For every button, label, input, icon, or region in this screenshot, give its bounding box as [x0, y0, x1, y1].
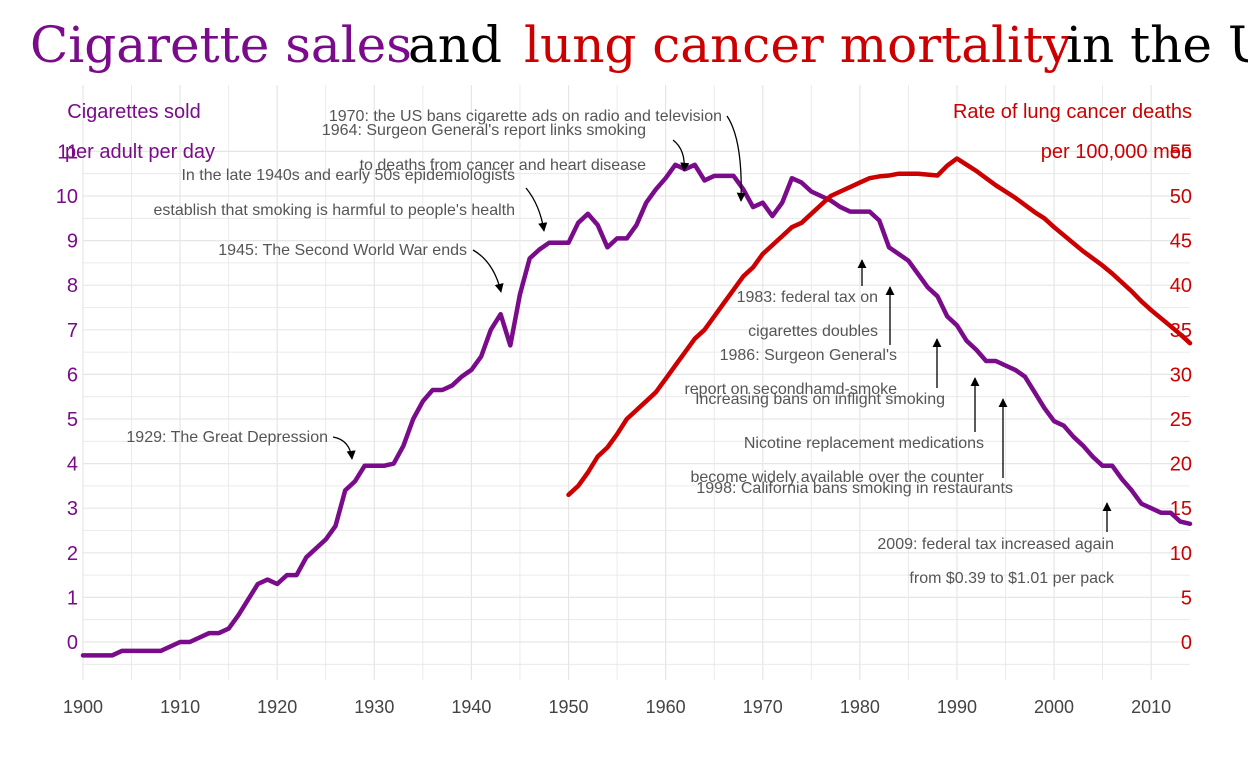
- right-tick-label: 30: [1170, 364, 1192, 386]
- right-tick-label: 55: [1170, 141, 1192, 163]
- annotation-arrow: [525, 187, 548, 232]
- annotations: 1929: The Great Depression 1945: The Seco…: [126, 108, 1115, 587]
- left-tick-label: 10: [56, 186, 78, 208]
- annotation: 2009: federal tax increased again from $0…: [877, 502, 1115, 587]
- x-axis-ticks: 1900 1910 1920 1930 1940 1950 1960 1970 1980 1990…: [63, 697, 1171, 717]
- left-axis-ticks: 0 1 2 3 4 5 6 7 8 9 10 11: [56, 141, 78, 654]
- annotation-text: 1945: The Second World War ends: [218, 242, 467, 259]
- x-tick-label: 1970: [743, 697, 783, 717]
- annotation-text: 1983: federal tax on: [737, 289, 878, 306]
- left-tick-label: 8: [67, 275, 78, 297]
- annotation-text: to deaths from cancer and heart disease: [360, 157, 646, 174]
- grid-lines: [82, 85, 1190, 680]
- annotation-text: 1964: Surgeon General's report links smo…: [322, 122, 646, 139]
- annotation-text: Increasing bans on inflight smoking: [695, 391, 945, 408]
- annotation: In the late 1940s and early 50s epidemio…: [154, 167, 548, 232]
- right-tick-label: 40: [1170, 275, 1192, 297]
- annotation: 1998: California bans smoking in restaur…: [696, 398, 1013, 497]
- left-tick-label: 0: [67, 632, 78, 654]
- x-tick-label: 1920: [257, 697, 297, 717]
- annotation: Nicotine replacement medications become w…: [691, 377, 985, 486]
- right-tick-label: 50: [1170, 186, 1192, 208]
- right-tick-label: 20: [1170, 454, 1192, 476]
- title-part-and: and: [408, 16, 502, 74]
- annotation-arrow: [332, 436, 356, 460]
- annotation-text: Nicotine replacement medications: [744, 435, 984, 452]
- x-tick-label: 1940: [451, 697, 491, 717]
- annotation-text: In the late 1940s and early 50s epidemio…: [181, 167, 515, 184]
- annotation-text: cigarettes doubles: [748, 323, 878, 340]
- annotation-arrow: [472, 249, 504, 293]
- x-tick-label: 1930: [354, 697, 394, 717]
- annotation: 1945: The Second World War ends: [218, 242, 504, 293]
- left-tick-label: 2: [67, 543, 78, 565]
- annotation-text: 1998: California bans smoking in restaur…: [696, 480, 1013, 497]
- cigarette-sales-line: [80, 162, 1193, 658]
- x-tick-label: 2010: [1131, 697, 1171, 717]
- annotation-arrow: [672, 139, 690, 172]
- annotation-text: report on secondhamd-smoke: [684, 381, 897, 398]
- annotation-text: from $0.39 to $1.01 per pack: [909, 570, 1115, 587]
- annotation-text: establish that smoking is harmful to peo…: [154, 202, 515, 219]
- annotation: 1983: federal tax on cigarettes doubles: [737, 259, 878, 340]
- right-tick-label: 0: [1181, 632, 1192, 654]
- x-tick-label: 1910: [160, 697, 200, 717]
- title-part-mortality: lung cancer mortality: [524, 16, 1072, 74]
- right-axis-title-line2: per 100,000 men: [1041, 141, 1192, 163]
- left-tick-label: 4: [67, 454, 78, 476]
- left-tick-label: 7: [67, 320, 78, 342]
- left-tick-label: 1: [67, 587, 78, 609]
- left-axis-title-line1: Cigarettes sold: [67, 101, 200, 123]
- left-tick-label: 5: [67, 409, 78, 431]
- left-tick-label: 11: [57, 141, 78, 163]
- annotation: 1964: Surgeon General's report links smo…: [322, 122, 690, 174]
- right-tick-label: 45: [1170, 231, 1192, 253]
- right-tick-label: 5: [1181, 587, 1192, 609]
- chart-title: Cigarette sales and lung cancer mortalit…: [30, 16, 1248, 74]
- right-tick-label: 35: [1170, 320, 1192, 342]
- left-axis-title-line2: per adult per day: [65, 141, 215, 163]
- x-tick-label: 1900: [63, 697, 103, 717]
- annotation: 1929: The Great Depression: [126, 429, 356, 460]
- annotation: 1970: the US bans cigarette ads on radio…: [329, 108, 746, 202]
- annotation-text: become widely available over the counter: [691, 469, 985, 486]
- x-tick-label: 1990: [937, 697, 977, 717]
- x-tick-label: 2000: [1034, 697, 1074, 717]
- title-part-us: in the U: [1066, 16, 1248, 74]
- x-tick-label: 1960: [646, 697, 686, 717]
- annotation-arrow: [726, 115, 746, 202]
- right-tick-label: 25: [1170, 409, 1192, 431]
- lung-cancer-mortality-line: [566, 156, 1193, 498]
- right-axis-title-line1: Rate of lung cancer deaths: [953, 101, 1192, 123]
- x-tick-label: 1950: [549, 697, 589, 717]
- left-tick-label: 3: [67, 498, 78, 520]
- annotation: Increasing bans on inflight smoking: [695, 338, 945, 408]
- left-tick-label: 6: [67, 364, 78, 386]
- right-tick-label: 10: [1170, 543, 1192, 565]
- title-part-sales: Cigarette sales: [30, 16, 412, 74]
- left-tick-label: 9: [67, 231, 78, 253]
- annotation: 1986: Surgeon General's report on secondh…: [684, 286, 897, 398]
- x-tick-label: 1980: [840, 697, 880, 717]
- annotation-text: 1929: The Great Depression: [126, 429, 328, 446]
- annotation-text: 2009: federal tax increased again: [877, 536, 1114, 553]
- series-lines: [80, 156, 1193, 658]
- annotation-text: 1986: Surgeon General's: [720, 347, 897, 364]
- annotation-text: 1970: the US bans cigarette ads on radio…: [329, 108, 722, 125]
